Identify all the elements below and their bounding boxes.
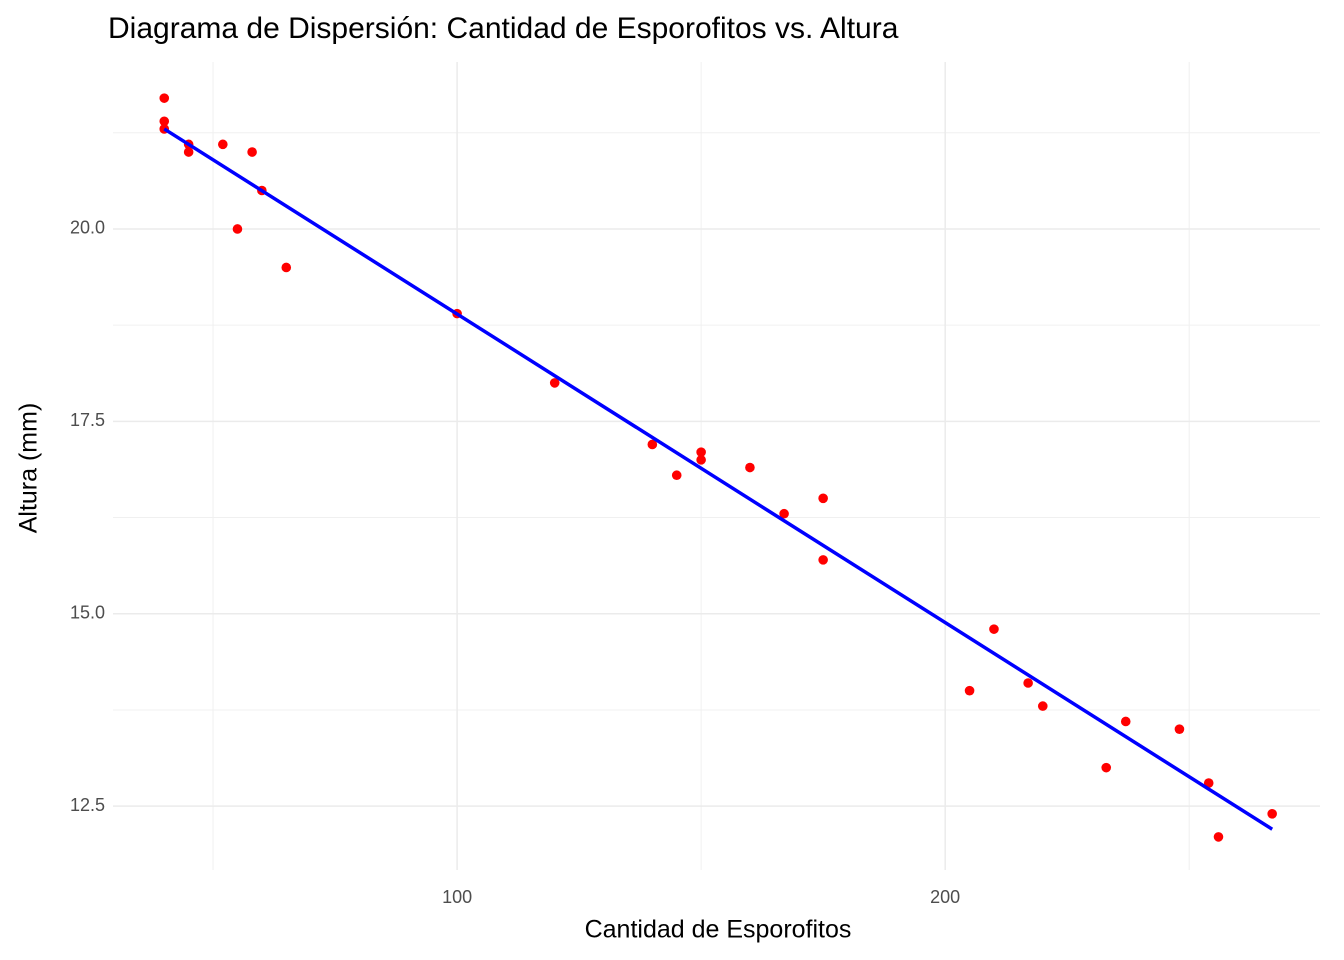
point (159, 116, 170, 127)
point (745, 462, 755, 473)
trend-line (163, 127, 1274, 831)
point (1267, 809, 1277, 819)
point (232, 224, 243, 234)
point (696, 447, 706, 457)
point (183, 147, 194, 157)
point (1023, 678, 1033, 688)
y-tick-label: 12.5 (70, 795, 105, 815)
x-tick-label: 200 (930, 887, 960, 907)
point (779, 508, 789, 519)
point (549, 378, 560, 388)
y-tick-label: 20.0 (70, 218, 105, 238)
x-axis-title: Cantidad de Esporofitos (585, 916, 852, 944)
point (647, 439, 658, 450)
point (281, 262, 292, 273)
point (1203, 778, 1214, 788)
point (964, 685, 975, 696)
point (1120, 716, 1131, 727)
point (218, 139, 228, 150)
point (159, 93, 170, 103)
point (696, 455, 706, 465)
point (671, 470, 682, 481)
point (818, 555, 828, 565)
point (1213, 832, 1224, 842)
point (1174, 724, 1185, 734)
y-axis-title: Altura (mm) (15, 403, 43, 534)
point (1101, 762, 1112, 773)
y-tick-label: 15.0 (70, 602, 105, 622)
point (247, 147, 257, 157)
point (1037, 701, 1048, 711)
chart-title: Diagrama de Dispersión: Cantidad de Espo… (108, 12, 899, 45)
point (989, 624, 999, 634)
x-tick-label: 100 (442, 887, 472, 907)
y-tick-label: 17.5 (70, 410, 105, 430)
point (818, 493, 828, 504)
